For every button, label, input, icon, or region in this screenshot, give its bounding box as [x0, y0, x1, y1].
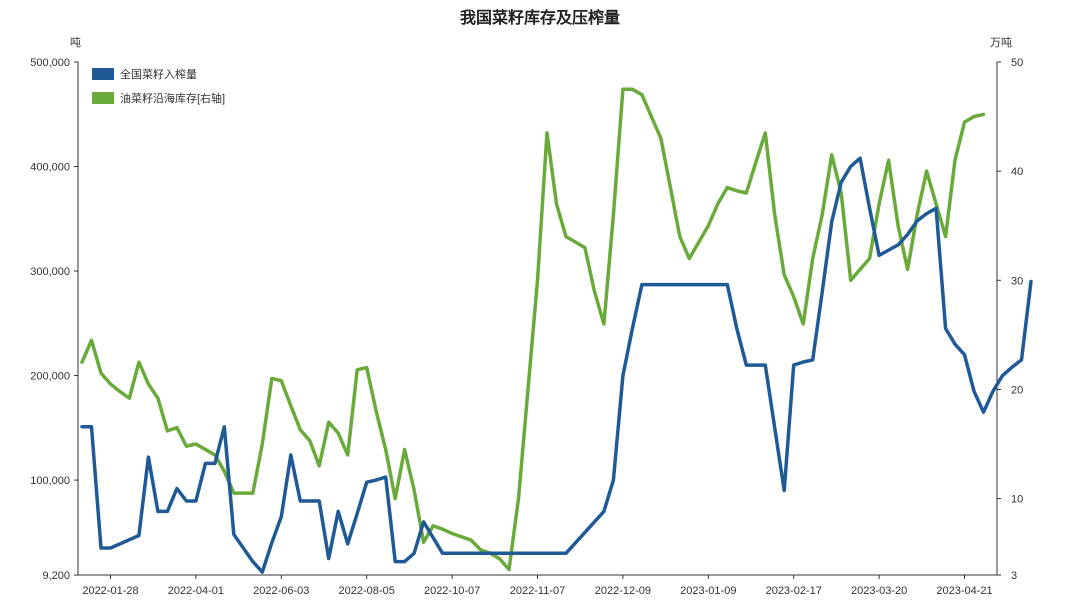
- legend-swatch-series-1: [92, 68, 114, 80]
- y-left-tick-label: 9,200: [42, 570, 70, 582]
- x-tick-label: 2023-04-21: [936, 585, 992, 597]
- legend: 全国菜籽入榨量 油菜籽沿海库存[右轴]: [92, 62, 225, 110]
- y-left-tick-label: 200,000: [30, 371, 70, 383]
- x-tick-label: 2023-01-09: [680, 585, 736, 597]
- legend-item-series-1: 全国菜籽入榨量: [92, 62, 225, 86]
- x-tick-label: 2022-06-03: [253, 585, 309, 597]
- legend-item-series-2: 油菜籽沿海库存[右轴]: [92, 86, 225, 110]
- legend-label-series-2: 油菜籽沿海库存[右轴]: [120, 93, 226, 105]
- y-right-tick-label: 30: [1011, 275, 1023, 287]
- x-tick-label: 2022-12-09: [595, 585, 651, 597]
- series-line-1: [80, 156, 1033, 574]
- y-right-tick-label: 20: [1011, 384, 1023, 396]
- series-line-2: [80, 87, 986, 572]
- x-tick-label: 2022-01-28: [82, 585, 138, 597]
- y-left-tick-label: 100,000: [30, 475, 70, 487]
- y-left-tick-label: 400,000: [30, 162, 70, 174]
- x-tick-label: 2022-04-01: [168, 585, 224, 597]
- y-right-tick-label: 40: [1011, 166, 1023, 178]
- y-right-tick-label: 10: [1011, 494, 1023, 506]
- x-tick-label: 2022-08-05: [339, 585, 395, 597]
- y-left-tick-label: 300,000: [30, 266, 70, 278]
- x-tick-label: 2022-10-07: [424, 585, 480, 597]
- left-axis-unit: 吨: [70, 37, 81, 49]
- legend-label-series-1: 全国菜籽入榨量: [120, 69, 197, 81]
- legend-swatch-series-2: [92, 92, 114, 104]
- right-axis-unit: 万吨: [990, 37, 1012, 49]
- x-tick-label: 2023-02-17: [766, 585, 822, 597]
- x-tick-label: 2023-03-20: [851, 585, 907, 597]
- x-tick-label: 2022-11-07: [510, 585, 565, 597]
- chart-title: 我国菜籽库存及压榨量: [459, 10, 620, 27]
- y-right-tick-label: 3: [1011, 570, 1017, 582]
- y-left-tick-label: 500,000: [30, 57, 70, 69]
- y-right-tick-label: 50: [1011, 57, 1023, 69]
